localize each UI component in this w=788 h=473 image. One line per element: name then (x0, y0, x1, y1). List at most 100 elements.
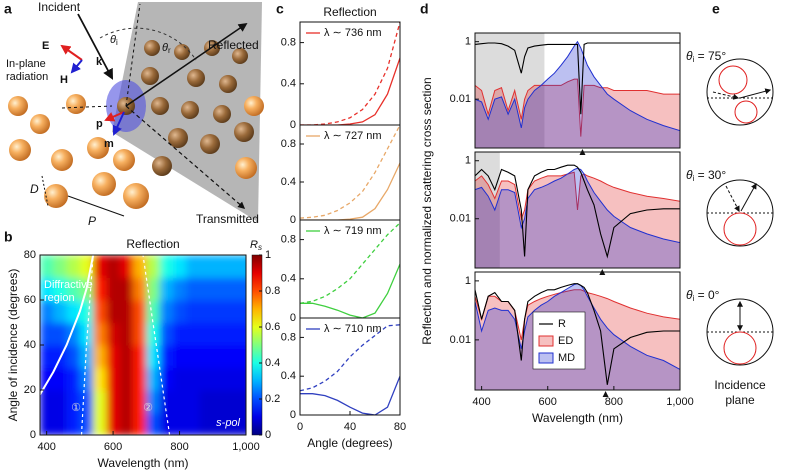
heatmap-cell (119, 300, 134, 323)
plot-frame (474, 151, 681, 269)
heatmap-cell (40, 367, 54, 391)
heatmap-cell (199, 300, 214, 323)
heatmap-cell (93, 255, 107, 278)
y-tick-label: 0.01 (450, 334, 471, 346)
legend-label: ED (558, 335, 573, 347)
angle-value: = 75° (694, 49, 726, 63)
heatmap-cell (159, 345, 174, 368)
heatmap-cell (53, 255, 68, 278)
heatmap-cell (172, 345, 187, 368)
heatmap-cell (53, 277, 68, 301)
legend-label: λ ∼ 710 nm (324, 323, 382, 335)
subscript: s (258, 243, 262, 252)
heatmap-cell (40, 390, 54, 413)
x-tick-label: 600 (104, 441, 122, 453)
sphere (200, 134, 220, 154)
heatmap-cell (186, 345, 200, 368)
sphere (152, 156, 172, 176)
plot-frame (474, 271, 681, 391)
y-tick-label: 0.8 (281, 37, 296, 49)
diagram-label: E (42, 40, 49, 52)
series-line (475, 283, 680, 385)
heatmap-cell (239, 255, 246, 278)
heatmap-cell (199, 345, 214, 368)
heatmap-cell (93, 322, 107, 346)
sphere (144, 40, 160, 56)
heatmap-cell (93, 345, 107, 368)
heatmap-cell (133, 390, 147, 413)
diagram-label: Incident (38, 0, 81, 14)
heatmap-cell (226, 322, 240, 346)
heatmap-cell (186, 367, 200, 391)
e-field-arrow (60, 44, 83, 61)
heatmap-cell (199, 255, 214, 278)
heatmap-cell (119, 390, 134, 413)
heatmap-cell (66, 255, 81, 278)
panel-label: b (4, 229, 13, 245)
heatmap-cell (106, 277, 121, 301)
heatmap-cell (159, 277, 174, 301)
heatmap-cell (226, 367, 240, 391)
heatmap-cell (212, 322, 227, 346)
angle-label: θi = 0° (686, 288, 720, 303)
m-arrow (112, 111, 125, 136)
legend-label: R (558, 318, 566, 330)
heatmap-cell (186, 390, 200, 413)
x-tick-label: 800 (170, 441, 188, 453)
symbol: θ (686, 49, 693, 63)
line-label: ② (143, 402, 153, 414)
heatmap-cell (106, 345, 121, 368)
heatmap-cell (212, 277, 227, 301)
diagram-label: radiation (6, 71, 48, 83)
sphere (30, 114, 50, 134)
symbol: θ (686, 288, 693, 302)
panel-e-label: plane (725, 393, 755, 407)
dipole-lobe (723, 212, 757, 246)
series-line (300, 263, 400, 318)
panel-label: e (712, 1, 720, 17)
sphere (113, 149, 135, 171)
sphere (151, 97, 169, 115)
heatmap-cell (146, 390, 161, 413)
x-tick-label: 0 (297, 421, 303, 433)
incident-arrow (77, 13, 114, 80)
diagram-label: p (96, 118, 103, 130)
heatmap-cell (212, 300, 227, 323)
heatmap-cell (226, 390, 240, 413)
sphere (181, 101, 199, 119)
y-tick-label: 0.4 (281, 273, 296, 285)
heatmap-cell (66, 345, 81, 368)
diagram-label: k (96, 56, 103, 68)
panel-e-label: Incidence (714, 378, 766, 392)
reflected-arrow (125, 22, 248, 107)
heatmap-cell (119, 367, 134, 391)
boundary-line (80, 255, 94, 435)
heatmap-cell (239, 345, 246, 368)
heatmap-cell (239, 412, 246, 435)
series-line (300, 162, 400, 220)
heatmap-cell (79, 345, 94, 368)
angle-label: θi = 30° (686, 168, 726, 183)
heatmap-cell (93, 300, 107, 323)
angle-value: = 30° (694, 168, 726, 182)
heatmap-cell (226, 300, 240, 323)
chart-title: Reflection (323, 5, 376, 19)
reflected-arrow (739, 88, 772, 99)
diffractive-shade (475, 33, 545, 148)
region-label: region (44, 292, 75, 304)
series-line (300, 57, 400, 125)
colorbar-tick-label: 0.2 (265, 393, 280, 405)
legend-swatch (538, 335, 554, 347)
y-tick-label: 20 (24, 384, 36, 396)
heatmap-cell (119, 277, 134, 301)
y-axis-label: Angle of incidence (degrees) (6, 269, 20, 422)
chart-title: Reflection (126, 237, 179, 251)
x-tick-label: 400 (37, 441, 55, 453)
heatmap-cell (53, 300, 68, 323)
series-area (475, 171, 680, 268)
heatmap-cell (212, 345, 227, 368)
sphere (234, 122, 254, 142)
heatmap-cell (212, 390, 227, 413)
heatmap-cell (226, 345, 240, 368)
heatmap-cell (53, 322, 68, 346)
